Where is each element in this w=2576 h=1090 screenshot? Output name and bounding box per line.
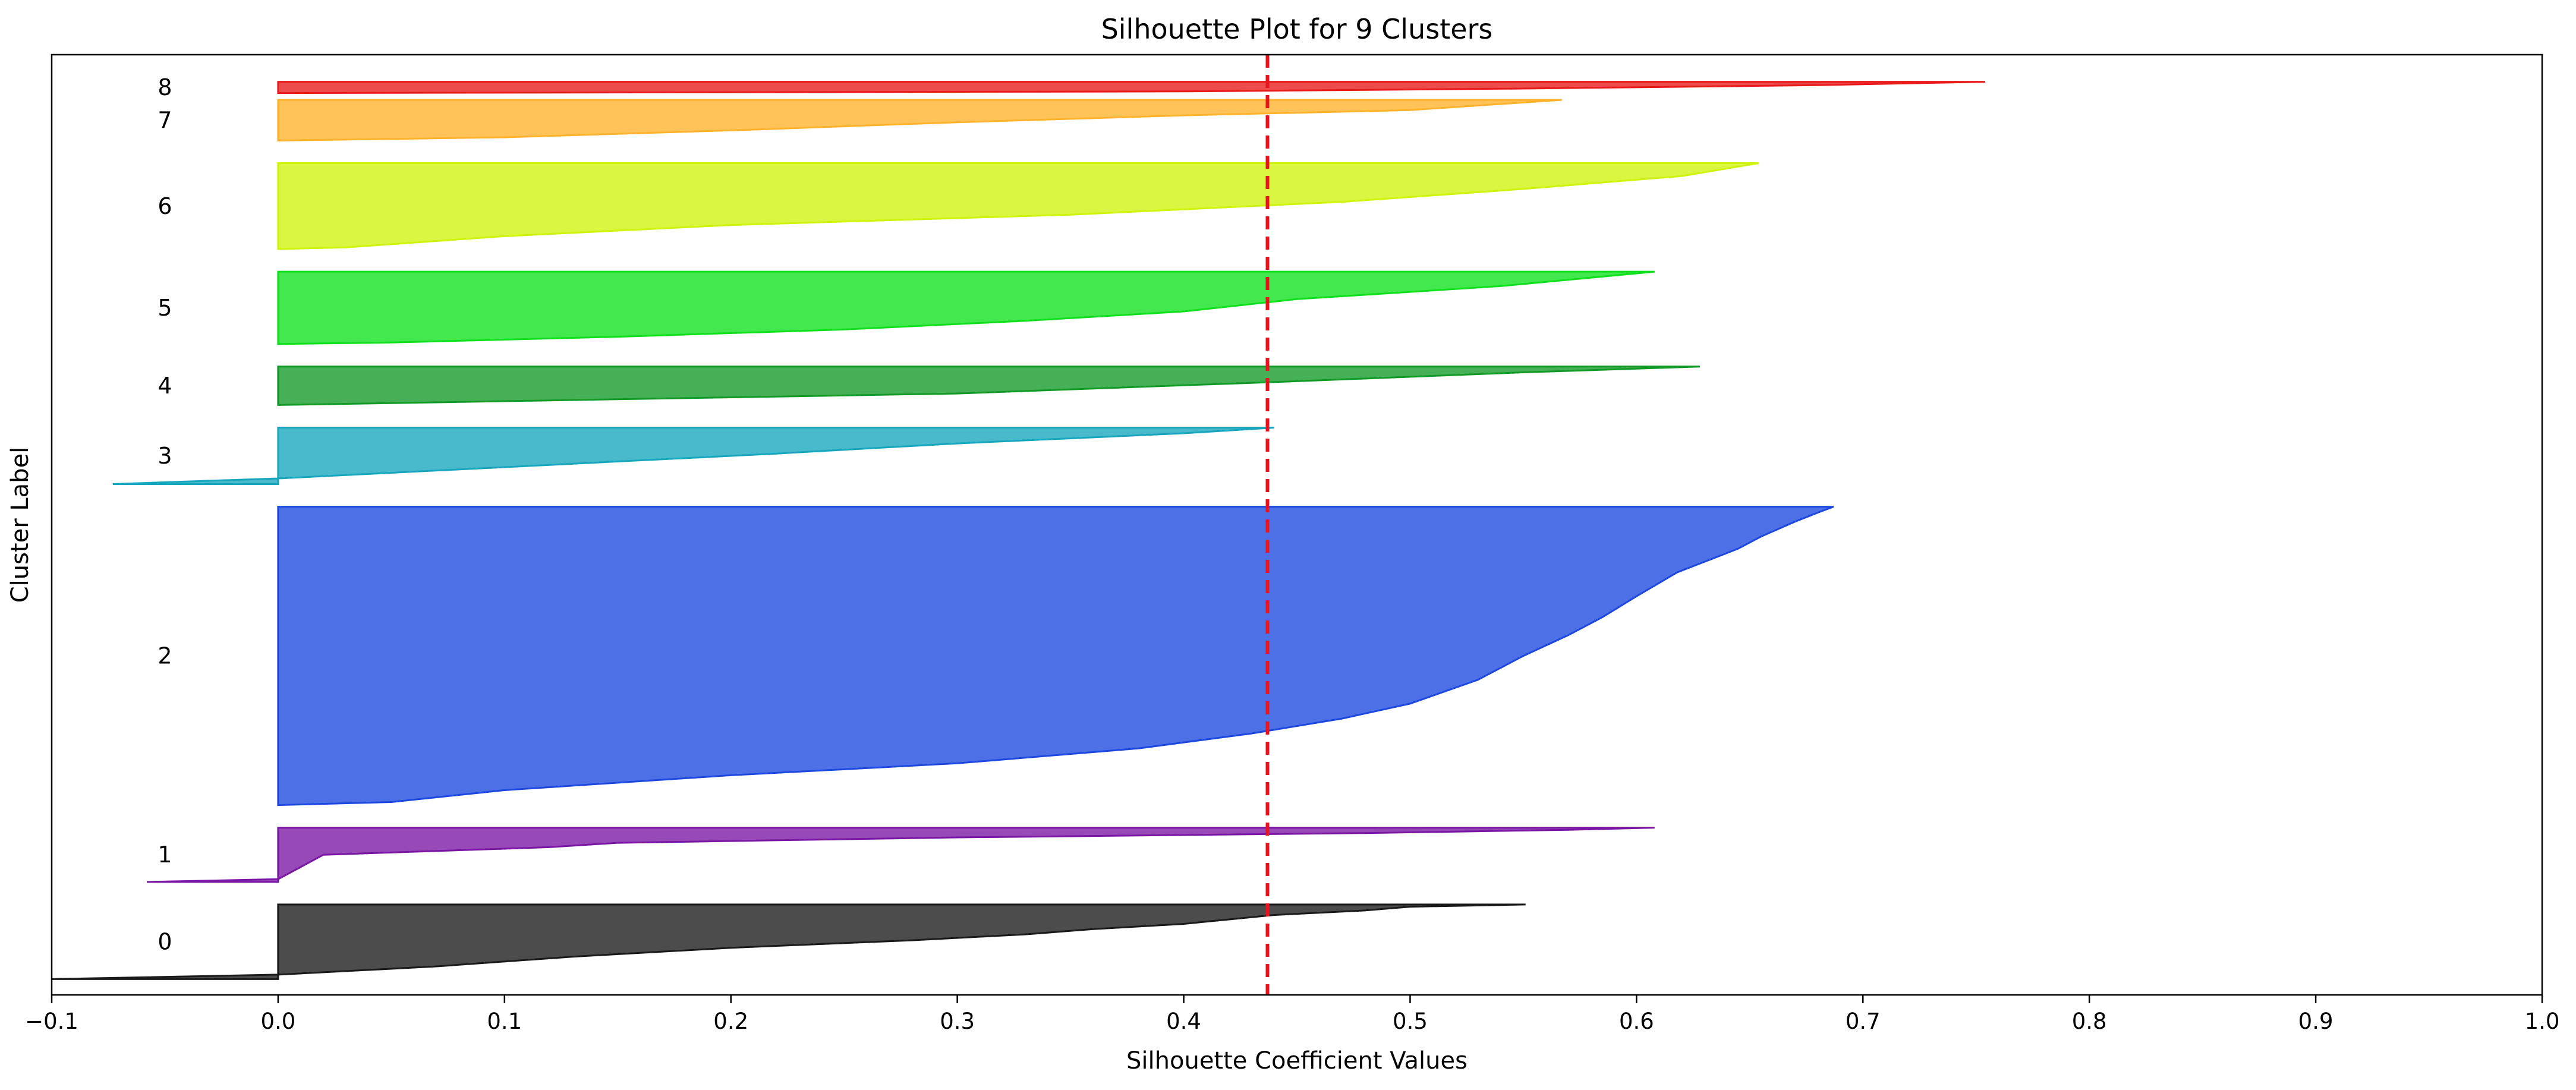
y-axis-title: Cluster Label: [7, 447, 34, 603]
x-tick-label: 0.4: [1166, 1009, 1201, 1034]
x-tick-label: 1.0: [2525, 1009, 2560, 1034]
chart-title: Silhouette Plot for 9 Clusters: [1101, 13, 1493, 45]
cluster-label-0: 0: [158, 929, 172, 955]
cluster-6-silhouette: [277, 162, 1759, 250]
cluster-1-silhouette: [146, 827, 1655, 883]
cluster-0-silhouette: [51, 903, 1526, 980]
cluster-label-3: 3: [158, 443, 172, 469]
x-tick-label: 0.7: [1846, 1009, 1881, 1034]
cluster-7-silhouette: [277, 99, 1562, 142]
cluster-3-silhouette: [112, 427, 1274, 485]
cluster-label-6: 6: [158, 193, 172, 219]
cluster-4-silhouette: [277, 366, 1700, 406]
x-axis-ticks: −0.1 0.0 0.1 0.2 0.3 0.4 0.5 0.6 0.7 0.8 0.9 1.0: [25, 995, 2559, 1034]
x-tick-label: 0.0: [260, 1009, 295, 1034]
x-tick-label: 0.8: [2072, 1009, 2107, 1034]
x-tick-label: 0.6: [1619, 1009, 1654, 1034]
cluster-label-4: 4: [158, 373, 172, 399]
x-axis-title: Silhouette Coefficient Values: [1126, 1047, 1467, 1075]
cluster-label-2: 2: [158, 643, 172, 669]
x-tick-label: 0.2: [713, 1009, 748, 1034]
cluster-label-5: 5: [158, 295, 172, 321]
cluster-label-8: 8: [158, 74, 172, 100]
x-tick-label: 0.3: [940, 1009, 975, 1034]
cluster-5-silhouette: [277, 270, 1655, 345]
x-tick-label: 0.5: [1393, 1009, 1428, 1034]
cluster-label-1: 1: [158, 842, 172, 868]
x-tick-label: 0.9: [2298, 1009, 2333, 1034]
cluster-label-7: 7: [158, 107, 172, 133]
cluster-8-silhouette: [277, 81, 1986, 94]
cluster-2-silhouette: [277, 506, 1834, 807]
plot-area: [51, 81, 1986, 980]
x-tick-label: −0.1: [25, 1009, 78, 1034]
cluster-labels: 0 1 2 3 4 5 6 7 8: [158, 74, 172, 954]
axes-frame: [51, 53, 2543, 996]
x-tick-label: 0.1: [487, 1009, 522, 1034]
